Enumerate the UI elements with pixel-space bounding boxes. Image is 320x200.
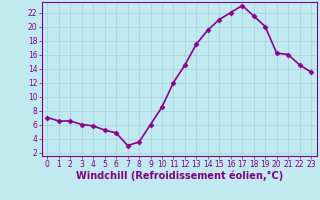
X-axis label: Windchill (Refroidissement éolien,°C): Windchill (Refroidissement éolien,°C): [76, 171, 283, 181]
